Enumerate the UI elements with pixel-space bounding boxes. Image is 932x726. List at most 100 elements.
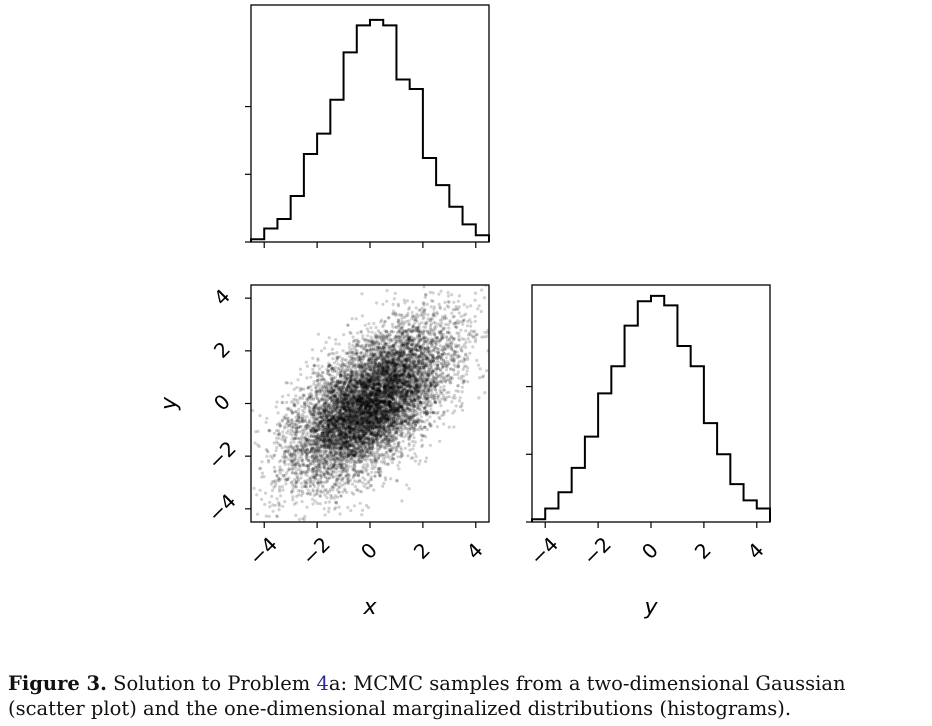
scatter-point xyxy=(370,470,374,474)
scatter-point xyxy=(380,369,384,373)
scatter-point xyxy=(360,400,364,404)
scatter-point xyxy=(399,348,403,352)
scatter-point xyxy=(338,417,342,421)
scatter-point xyxy=(404,354,408,358)
scatter-point xyxy=(357,408,361,412)
scatter-point xyxy=(311,356,315,360)
scatter-point xyxy=(365,449,369,453)
scatter-point xyxy=(396,411,400,415)
scatter-point xyxy=(334,421,338,425)
scatter-point xyxy=(347,418,351,422)
scatter-point xyxy=(398,395,402,399)
scatter-point xyxy=(376,365,380,369)
scatter-point xyxy=(283,500,287,504)
scatter-point xyxy=(396,389,401,393)
scatter-point xyxy=(370,360,374,365)
scatter-point xyxy=(327,421,331,425)
scatter-point xyxy=(372,488,376,492)
scatter-point xyxy=(413,459,417,463)
scatter-point xyxy=(339,465,343,469)
scatter-point xyxy=(392,297,396,301)
scatter-point xyxy=(355,450,359,454)
scatter-point xyxy=(260,471,264,475)
scatter-point xyxy=(346,440,350,444)
scatter-point xyxy=(424,459,428,464)
scatter-point xyxy=(294,394,298,398)
scatter-point xyxy=(356,396,361,400)
scatter-point xyxy=(344,396,348,400)
scatter-point xyxy=(357,398,361,403)
scatter-point xyxy=(374,325,378,329)
scatter-point xyxy=(430,353,434,357)
scatter-point xyxy=(281,430,285,434)
scatter-point xyxy=(360,508,365,512)
scatter-point xyxy=(392,360,396,364)
scatter-point xyxy=(375,403,379,407)
scatter-point xyxy=(444,368,449,372)
scatter-point xyxy=(407,322,411,326)
scatter-point xyxy=(397,460,401,464)
scatter-point xyxy=(358,420,362,424)
scatter-point xyxy=(371,437,375,441)
scatter-point xyxy=(317,400,321,404)
scatter-point xyxy=(327,436,331,440)
scatter-point xyxy=(396,455,400,459)
scatter-point xyxy=(329,473,333,477)
scatter-point xyxy=(333,449,337,454)
scatter-point xyxy=(389,386,393,391)
scatter-point xyxy=(349,389,353,393)
scatter-point xyxy=(355,433,359,437)
scatter-point xyxy=(426,313,430,317)
scatter-point xyxy=(329,438,333,442)
scatter-point xyxy=(477,396,481,400)
scatter-point xyxy=(367,395,371,399)
scatter-point xyxy=(357,364,361,369)
scatter-point xyxy=(399,377,403,381)
scatter-point xyxy=(358,412,363,417)
scatter-point xyxy=(469,304,473,308)
scatter-point xyxy=(402,369,406,373)
scatter-point xyxy=(346,452,350,456)
scatter-point xyxy=(354,415,358,419)
scatter-point xyxy=(388,345,392,350)
scatter-point xyxy=(341,490,345,494)
scatter-point xyxy=(387,391,391,395)
scatter-point xyxy=(342,402,347,406)
scatter-point xyxy=(414,364,418,368)
scatter-point xyxy=(398,397,402,401)
scatter-point xyxy=(371,439,375,443)
histogram-bin xyxy=(423,158,436,242)
scatter-point xyxy=(406,454,410,458)
scatter-point xyxy=(289,459,293,463)
scatter-point xyxy=(270,494,274,498)
scatter-point xyxy=(286,457,290,461)
scatter-point xyxy=(432,419,437,424)
scatter-point xyxy=(334,338,338,342)
scatter-point xyxy=(308,406,312,410)
scatter-point xyxy=(319,420,323,424)
scatter-point xyxy=(313,477,317,481)
scatter-point xyxy=(265,454,269,458)
scatter-point xyxy=(366,410,370,414)
scatter-point xyxy=(368,407,372,411)
scatter-point xyxy=(389,407,393,411)
scatter-point xyxy=(383,319,387,323)
scatter-point xyxy=(338,481,342,485)
scatter-point xyxy=(384,351,388,355)
scatter-point xyxy=(429,381,433,385)
scatter-point xyxy=(292,458,297,462)
scatter-point xyxy=(356,362,360,366)
scatter-point xyxy=(364,390,369,394)
scatter-point xyxy=(400,382,405,386)
scatter-point xyxy=(368,344,372,349)
scatter-point xyxy=(353,434,357,438)
scatter-point xyxy=(360,426,364,430)
scatter-point xyxy=(365,343,370,348)
scatter-point xyxy=(276,429,281,433)
scatter-points xyxy=(251,285,489,522)
scatter-point xyxy=(428,443,432,447)
scatter-point xyxy=(349,377,353,381)
scatter-point xyxy=(465,324,470,328)
scatter-point xyxy=(297,477,301,481)
